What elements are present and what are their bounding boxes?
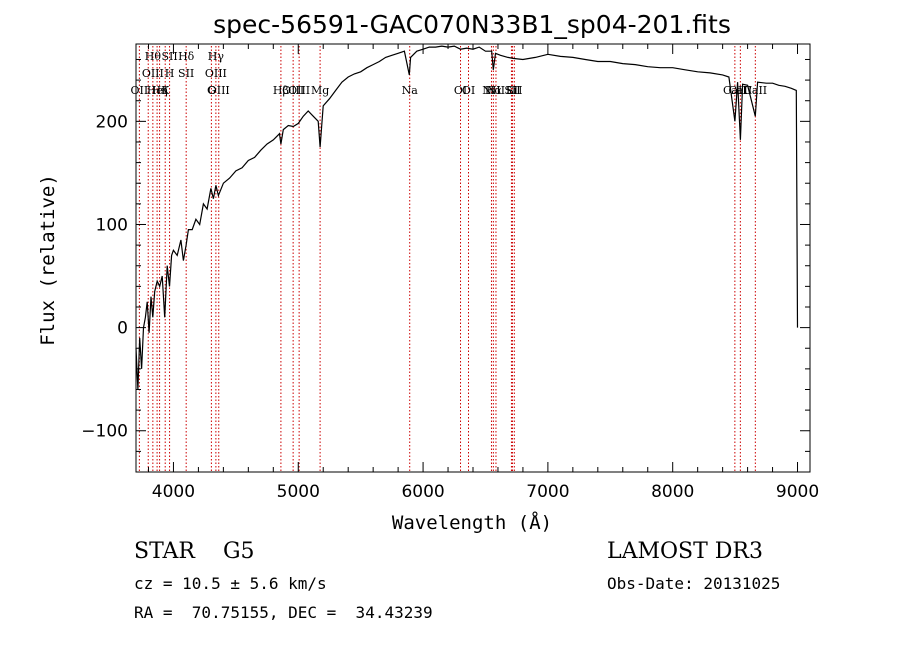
line-marker-label: SII xyxy=(178,67,194,80)
x-tick-label: 7000 xyxy=(526,482,569,502)
line-marker-label: OI xyxy=(454,84,467,97)
line-marker-label: Hθ xyxy=(145,50,162,63)
line-marker-label: OIII xyxy=(142,67,164,80)
object-class: STAR G5 xyxy=(134,539,255,564)
line-marker-label: CaII xyxy=(723,84,747,97)
line-marker-label: OIII xyxy=(208,84,230,97)
line-marker-label: CaII xyxy=(729,84,753,97)
x-tick-label: 6000 xyxy=(401,482,444,502)
survey-name: LAMOST DR3 xyxy=(607,539,763,564)
line-marker-label: OII xyxy=(131,84,149,97)
line-marker-label: Na xyxy=(402,84,419,97)
x-tick-label: 5000 xyxy=(277,482,320,502)
x-tick-label: 8000 xyxy=(651,482,694,502)
line-marker-label: Li xyxy=(506,84,517,97)
line-marker-label: G xyxy=(207,84,216,97)
line-marker-label: K xyxy=(161,84,170,97)
line-marker-label: H xyxy=(165,67,175,80)
y-tick-label: 200 xyxy=(96,112,128,132)
x-axis-label: Wavelength (Å) xyxy=(392,511,552,534)
line-marker-label: SII xyxy=(161,50,177,63)
plot-frame xyxy=(135,43,811,473)
line-marker-label: NII xyxy=(482,84,500,97)
line-marker-label: OIII xyxy=(282,84,304,97)
y-axis: −100 0 100 200 xyxy=(81,58,810,452)
y-tick-label: −100 xyxy=(81,422,128,442)
line-marker-label: CaII xyxy=(743,84,767,97)
observation-date: Obs-Date: 20131025 xyxy=(607,574,781,593)
line-marker-label: Hβ xyxy=(273,84,289,97)
emission-line-markers xyxy=(138,46,756,472)
redshift-text: cz = 10.5 ± 5.6 km/s xyxy=(134,574,327,593)
line-marker-label: OI xyxy=(462,84,475,97)
line-marker-label: SII xyxy=(504,84,520,97)
line-marker-label: Mg xyxy=(311,84,329,97)
x-tick-label: 4000 xyxy=(152,482,195,502)
y-axis-label: Flux (relative) xyxy=(37,174,59,346)
line-marker-label: Hγ xyxy=(208,50,225,63)
line-marker-label: OIII xyxy=(205,67,227,80)
chart-title: spec-56591-GAC070N33B1_sp04-201.fits xyxy=(213,10,731,39)
line-marker-label: NII xyxy=(487,84,505,97)
y-tick-label: 0 xyxy=(117,319,128,339)
x-tick-label: 9000 xyxy=(776,482,819,502)
line-marker-label: SII xyxy=(506,84,522,97)
spectrum-line xyxy=(135,45,799,390)
line-marker-label: HeI xyxy=(147,84,167,97)
x-axis: 4000 5000 6000 7000 8000 9000 xyxy=(147,44,819,502)
y-tick-label: 100 xyxy=(96,215,128,235)
line-marker-label: OIII xyxy=(288,84,310,97)
line-marker-label: Hη xyxy=(151,84,167,97)
coordinates-text: RA = 70.75155, DEC = 34.43239 xyxy=(134,603,433,622)
line-marker-label: Hα xyxy=(485,84,503,97)
line-marker-label: Hδ xyxy=(178,50,195,63)
